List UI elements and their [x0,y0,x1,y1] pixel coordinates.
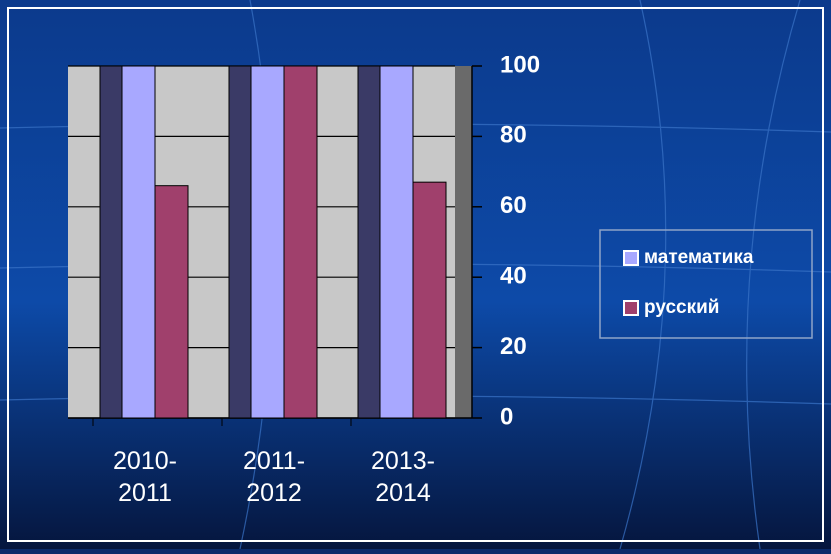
bar [121,65,156,419]
y-tick-label: 40 [500,263,527,290]
bar [379,65,414,419]
legend-swatch [623,250,639,266]
legend-label: математика [644,247,754,268]
legend-box [599,229,813,339]
bar-side [357,65,381,419]
bar [154,185,189,419]
slide-frame [7,7,824,542]
y-tick-label: 60 [500,192,527,219]
legend-label: русский [644,297,719,318]
y-tick-label: 20 [500,333,527,360]
y-tick-label: 0 [500,403,513,430]
x-tick-label: 2010-2011 [113,447,177,507]
y-tick-label: 100 [500,51,540,78]
bar [250,65,285,419]
y-tick-label: 80 [500,122,527,149]
bar [412,181,447,419]
x-tick-label: 2013-2014 [371,447,435,507]
plot-wall [455,66,472,418]
x-tick-label: 2011-2012 [243,447,305,507]
legend-swatch [623,300,639,316]
bar-side [228,65,252,419]
bar [283,65,318,419]
bar-side [99,65,123,419]
